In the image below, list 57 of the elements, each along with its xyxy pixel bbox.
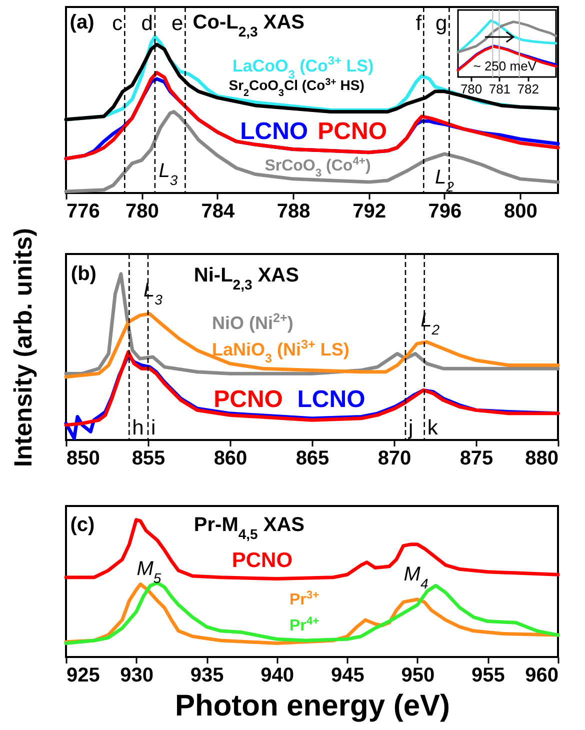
annotation: M$_{5}$ (136, 558, 162, 586)
series-label: PCNO (232, 548, 293, 572)
x-tick-label: 784 (201, 200, 236, 222)
annotation: M$_{4}$ (404, 564, 428, 592)
ref-line-label: c (112, 12, 123, 36)
x-tick-label: 800 (504, 200, 538, 222)
x-tick-label: 950 (401, 664, 435, 686)
ref-line-label: f (416, 12, 422, 36)
series-label: PCNO (318, 118, 388, 146)
x-tick-label: 940 (260, 664, 294, 686)
chart-title: Ni-L$_{2,3}$ XAS (194, 264, 299, 293)
x-tick-label: 792 (352, 200, 386, 222)
x-tick-label: 780 (460, 82, 482, 96)
x-tick-label: 930 (120, 664, 154, 686)
series-label: LaNiO$_{3}$ (Ni$^{3+}$ LS) (212, 337, 350, 366)
series-label: LCNO (297, 386, 366, 414)
x-tick-label: 955 (472, 664, 505, 686)
x-tick-label: 870 (378, 448, 412, 470)
x-tick-label: 782 (517, 82, 539, 96)
series-label: Pr$^{4+}$ (290, 615, 320, 634)
x-tick-label: 865 (296, 448, 330, 470)
x-tick-label: 781 (488, 82, 511, 96)
ref-line-label: g (436, 12, 448, 36)
series-label: PCNO (214, 386, 283, 414)
x-tick-label: 875 (460, 448, 494, 470)
ref-line-label: k (427, 416, 438, 440)
x-tick-label: 780 (126, 200, 159, 222)
chart-title: Pr-M$_{4,5}$ XAS (194, 514, 305, 542)
ref-line-label: d (141, 12, 153, 36)
x-tick-label: 855 (132, 448, 166, 470)
x-tick-label: 788 (276, 200, 310, 222)
text: NiO (Ni$^{2+}$) (212, 310, 294, 333)
x-tick-label: 935 (190, 664, 224, 686)
x-tick-label: 776 (66, 200, 100, 222)
series-label: SrCoO$_{3}$ (Co$^{4+}$) (264, 156, 371, 180)
x-tick-label: 960 (525, 664, 558, 686)
annotation: (b) (70, 262, 96, 285)
annotation: L$_{2}$ (435, 166, 454, 194)
annotation: (c) (70, 514, 95, 536)
annotation: L$_{3}$ (158, 160, 178, 188)
x-tick-label: 860 (214, 448, 248, 470)
text: Pr$^{3+}$ (290, 589, 320, 608)
x-tick-label: 850 (66, 448, 100, 470)
y-axis-title: Intensity (arb. units) (10, 228, 38, 467)
x-tick-label: 945 (330, 664, 364, 686)
x-tick-label: 796 (428, 200, 462, 222)
x-tick-label: 880 (525, 448, 558, 470)
annotation: ~ 250 meV (473, 58, 537, 74)
chart-title: Co-L$_{2,3}$ XAS (192, 12, 304, 40)
x-tick-label: 925 (66, 664, 100, 686)
series-label: LCNO (240, 118, 308, 146)
ref-line-label: h (132, 416, 144, 440)
ref-line-label: j (407, 416, 414, 440)
ref-line-label: e (172, 12, 184, 36)
text: (a) (70, 12, 94, 34)
x-axis-title: Photon energy (eV) (174, 690, 450, 722)
ref-line-label: i (151, 416, 156, 440)
